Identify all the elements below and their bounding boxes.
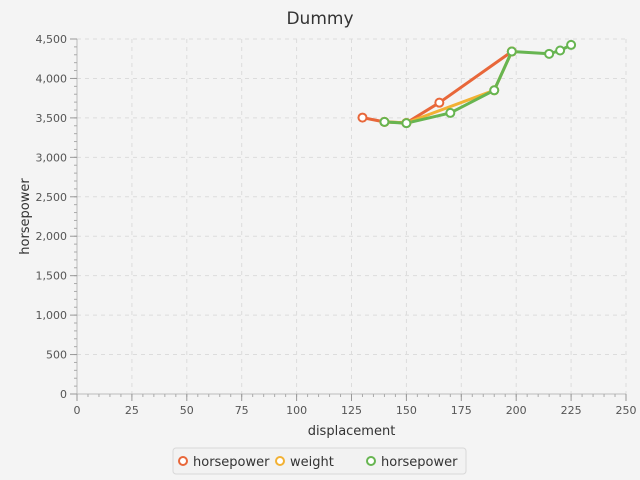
y-tick-label: 4,500 [36,33,68,46]
data-point-0 [434,97,445,108]
x-tick-label: 25 [125,404,139,417]
data-point-2 [544,48,555,59]
data-point-2 [555,45,566,56]
x-tick-label: 0 [74,404,81,417]
grid-lines [77,38,627,394]
x-tick-label: 150 [396,404,417,417]
series-group [357,39,577,129]
x-tick-label: 50 [180,404,194,417]
y-tick-label: 2,500 [36,191,68,204]
y-tick-label: 3,500 [36,112,68,125]
x-tick-label: 225 [561,404,582,417]
x-tick-label: 75 [235,404,249,417]
y-tick-label: 0 [60,388,67,401]
legend-box [172,447,467,475]
legend-marker-0 [178,456,188,466]
y-tick-label: 4,000 [36,72,68,85]
legend-label-1: weight [290,455,334,470]
data-point-2 [401,118,412,129]
y-tick-label: 500 [46,349,67,362]
data-point-2 [566,39,577,50]
legend-label-2: horsepower [381,455,458,470]
y-tick-label: 2,000 [36,230,68,243]
x-axis-label: displacement [308,424,396,439]
legend-marker-1 [275,456,285,466]
x-tick-label: 175 [451,404,472,417]
data-point-2 [445,107,456,118]
x-tick-label: 250 [616,404,637,417]
legend-label-0: horsepower [193,455,270,470]
y-axis-label: horsepower [18,178,33,255]
axes: 0 25 50 75 100 125 150 175 200 225 250 0 500 1,000 1,5… [36,33,637,417]
chart-title: Dummy [286,9,353,29]
y-tick-label: 1,000 [36,309,68,322]
legend: horsepower weight horsepower [172,447,467,475]
x-tick-label: 200 [506,404,527,417]
data-point-0 [357,112,368,123]
data-point-2 [489,85,500,96]
y-tick-label: 1,500 [36,270,68,283]
x-tick-label: 125 [341,404,362,417]
data-point-2 [379,116,390,127]
x-tick-label: 100 [286,404,307,417]
legend-marker-2 [366,456,376,466]
y-tick-label: 3,000 [36,151,68,164]
data-point-2 [506,46,517,57]
